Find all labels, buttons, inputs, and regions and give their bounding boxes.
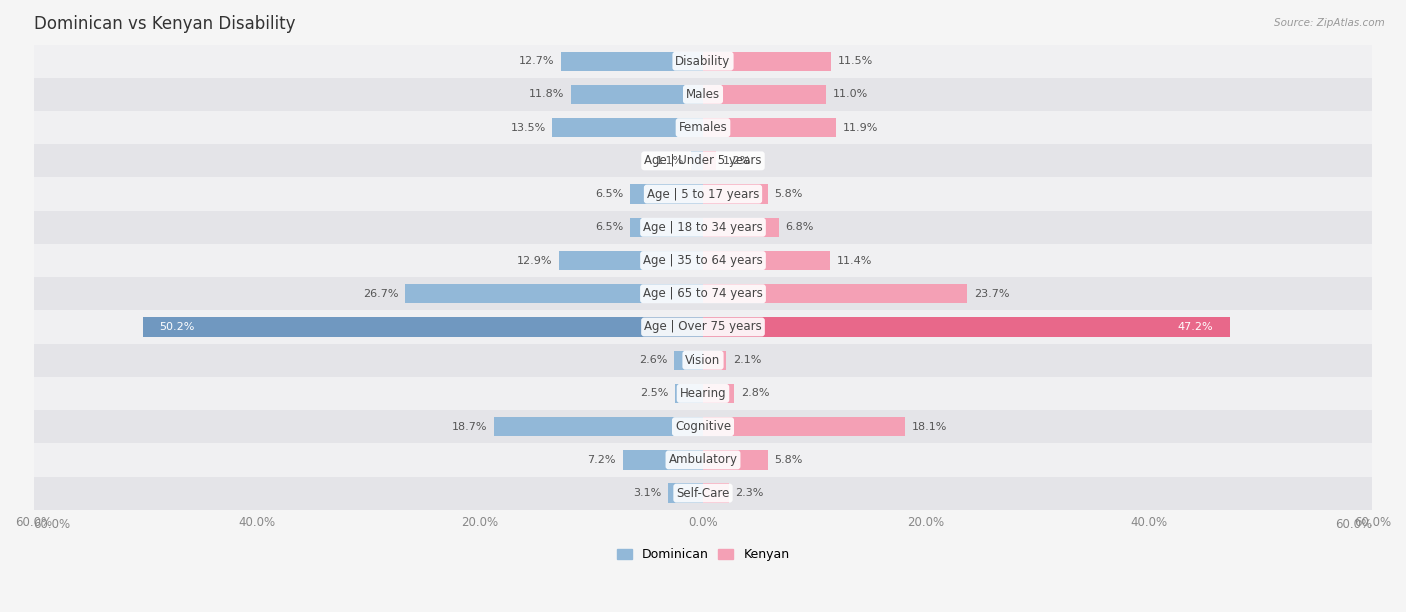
Text: 5.8%: 5.8%: [775, 455, 803, 465]
Bar: [34, 177, 1372, 211]
Text: 11.4%: 11.4%: [837, 256, 872, 266]
Text: Cognitive: Cognitive: [675, 420, 731, 433]
Text: 18.7%: 18.7%: [453, 422, 488, 431]
Bar: [34, 377, 1372, 410]
Legend: Dominican, Kenyan: Dominican, Kenyan: [612, 543, 794, 566]
Text: 2.8%: 2.8%: [741, 389, 769, 398]
Text: 60.0%: 60.0%: [1336, 518, 1372, 531]
Text: 11.8%: 11.8%: [529, 89, 565, 99]
Bar: [560, 251, 703, 270]
Text: 11.9%: 11.9%: [842, 122, 877, 133]
Bar: [703, 151, 717, 171]
Bar: [703, 417, 905, 436]
Text: 12.7%: 12.7%: [519, 56, 554, 66]
Bar: [630, 184, 703, 204]
Text: Females: Females: [679, 121, 727, 134]
Bar: [34, 277, 1372, 310]
Text: Vision: Vision: [685, 354, 721, 367]
Text: 11.5%: 11.5%: [838, 56, 873, 66]
Bar: [34, 45, 1372, 78]
Bar: [703, 184, 768, 204]
Bar: [703, 218, 779, 237]
Bar: [623, 450, 703, 469]
Text: 2.6%: 2.6%: [638, 355, 668, 365]
Bar: [703, 351, 727, 370]
Bar: [553, 118, 703, 137]
Bar: [703, 284, 967, 304]
Bar: [703, 51, 831, 71]
Bar: [703, 318, 1230, 337]
Text: 2.3%: 2.3%: [735, 488, 763, 498]
Bar: [405, 284, 703, 304]
Bar: [561, 51, 703, 71]
Text: Age | 5 to 17 years: Age | 5 to 17 years: [647, 187, 759, 201]
Text: 2.5%: 2.5%: [640, 389, 668, 398]
Bar: [703, 118, 835, 137]
Text: Age | 18 to 34 years: Age | 18 to 34 years: [643, 221, 763, 234]
Text: Age | Over 75 years: Age | Over 75 years: [644, 321, 762, 334]
Bar: [675, 384, 703, 403]
Text: 1.1%: 1.1%: [655, 156, 685, 166]
Text: 3.1%: 3.1%: [634, 488, 662, 498]
Text: 23.7%: 23.7%: [974, 289, 1010, 299]
Text: 5.8%: 5.8%: [775, 189, 803, 199]
Bar: [34, 310, 1372, 343]
Bar: [571, 84, 703, 104]
Text: Self-Care: Self-Care: [676, 487, 730, 499]
Bar: [703, 84, 825, 104]
Text: Hearing: Hearing: [679, 387, 727, 400]
Text: 47.2%: 47.2%: [1177, 322, 1213, 332]
Bar: [630, 218, 703, 237]
Text: Age | Under 5 years: Age | Under 5 years: [644, 154, 762, 167]
Bar: [34, 477, 1372, 510]
Text: 26.7%: 26.7%: [363, 289, 398, 299]
Text: 2.1%: 2.1%: [733, 355, 762, 365]
Text: Disability: Disability: [675, 54, 731, 68]
Bar: [34, 244, 1372, 277]
Bar: [34, 78, 1372, 111]
Bar: [143, 318, 703, 337]
Text: Ambulatory: Ambulatory: [668, 453, 738, 466]
Text: 60.0%: 60.0%: [34, 518, 70, 531]
Bar: [34, 144, 1372, 177]
Bar: [690, 151, 703, 171]
Text: 12.9%: 12.9%: [517, 256, 553, 266]
Bar: [703, 483, 728, 502]
Text: 6.8%: 6.8%: [786, 222, 814, 233]
Bar: [34, 111, 1372, 144]
Text: Source: ZipAtlas.com: Source: ZipAtlas.com: [1274, 18, 1385, 28]
Bar: [703, 251, 830, 270]
Bar: [703, 450, 768, 469]
Text: Males: Males: [686, 88, 720, 101]
Text: 1.2%: 1.2%: [723, 156, 751, 166]
Text: 13.5%: 13.5%: [510, 122, 546, 133]
Bar: [34, 443, 1372, 477]
Bar: [34, 343, 1372, 377]
Bar: [673, 351, 703, 370]
Bar: [703, 384, 734, 403]
Text: 6.5%: 6.5%: [596, 222, 624, 233]
Text: 50.2%: 50.2%: [160, 322, 195, 332]
Bar: [34, 211, 1372, 244]
Text: 18.1%: 18.1%: [911, 422, 948, 431]
Bar: [495, 417, 703, 436]
Bar: [34, 410, 1372, 443]
Text: Age | 35 to 64 years: Age | 35 to 64 years: [643, 254, 763, 267]
Text: Age | 65 to 74 years: Age | 65 to 74 years: [643, 287, 763, 300]
Text: 7.2%: 7.2%: [588, 455, 616, 465]
Bar: [668, 483, 703, 502]
Text: 6.5%: 6.5%: [596, 189, 624, 199]
Text: 11.0%: 11.0%: [832, 89, 868, 99]
Text: Dominican vs Kenyan Disability: Dominican vs Kenyan Disability: [34, 15, 295, 33]
